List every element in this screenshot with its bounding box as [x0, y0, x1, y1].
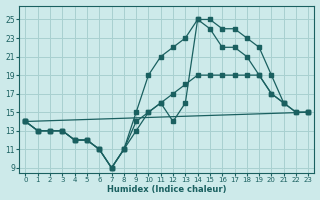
X-axis label: Humidex (Indice chaleur): Humidex (Indice chaleur)	[107, 185, 227, 194]
